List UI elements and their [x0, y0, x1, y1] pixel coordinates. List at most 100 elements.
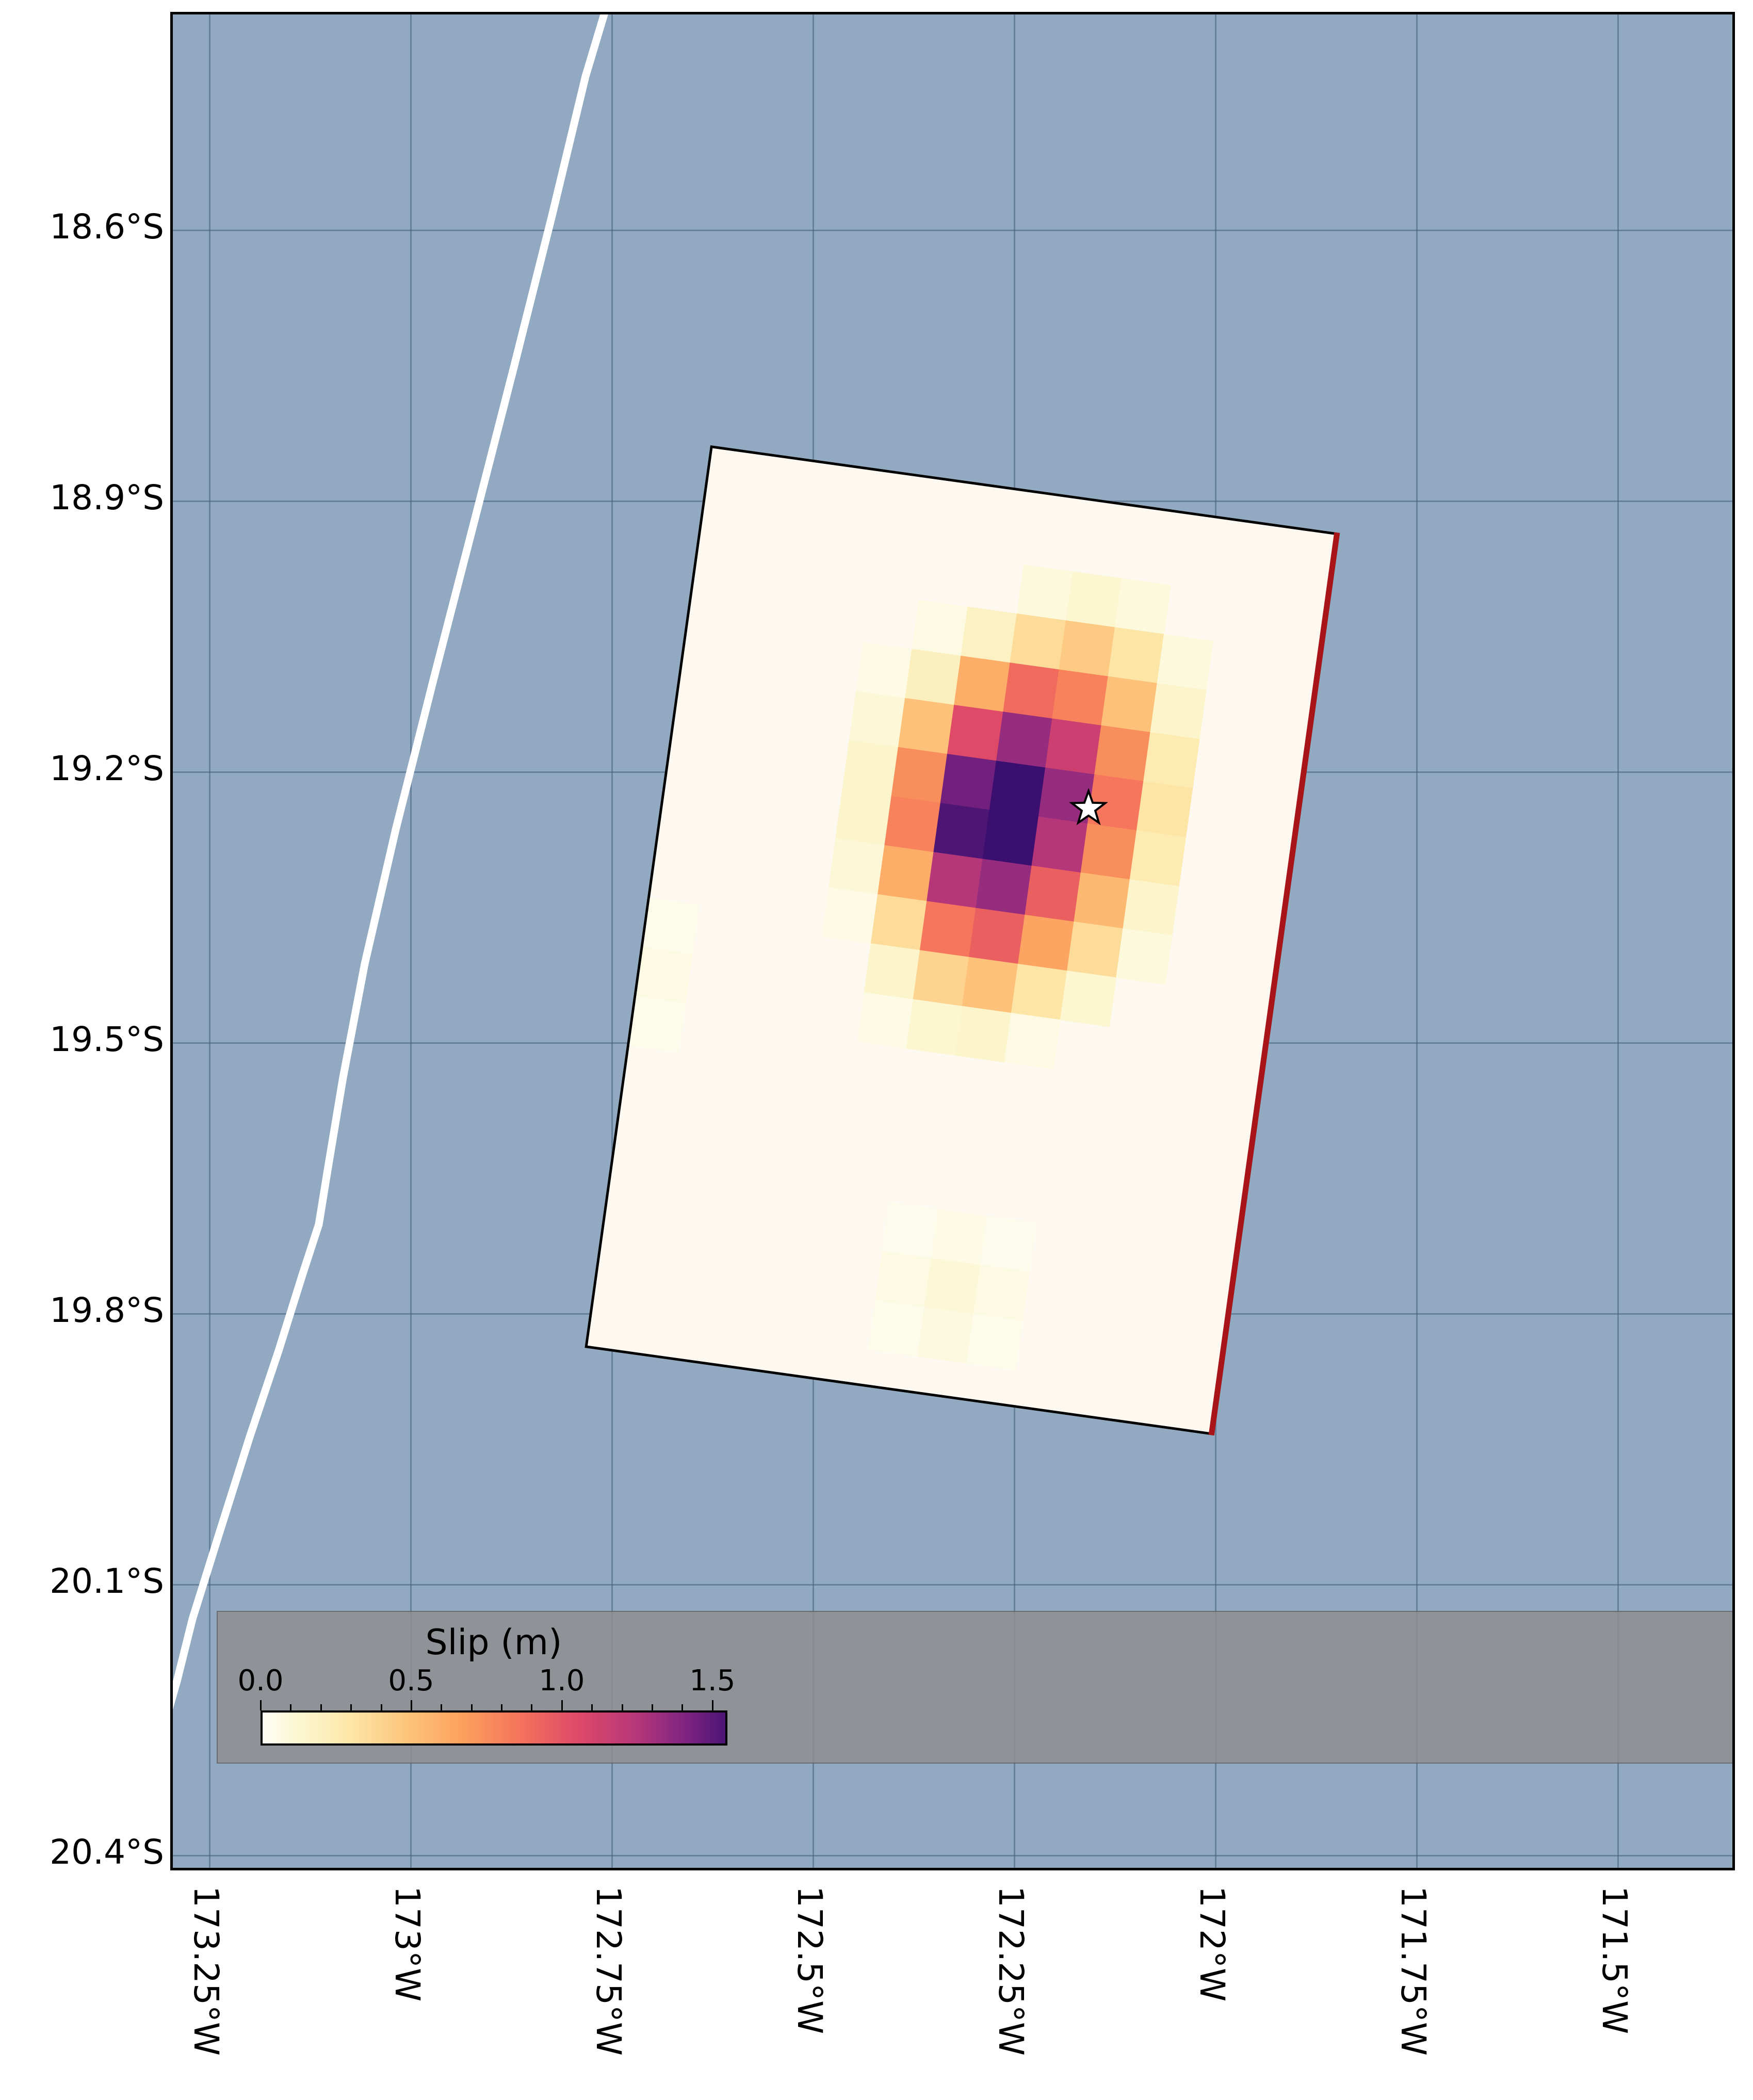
slip-cell	[1045, 718, 1102, 775]
colorbar-tick	[681, 1704, 684, 1710]
y-tick-label: 18.6°S	[50, 207, 164, 247]
fault-plane	[585, 445, 1340, 1436]
colorbar-tick	[591, 1704, 593, 1710]
slip-cell	[996, 712, 1053, 768]
colorbar-tick-label: 1.5	[689, 1664, 736, 1698]
grid-line-horizontal	[173, 230, 1732, 231]
y-tick-label: 19.8°S	[50, 1290, 164, 1330]
grid-line-horizontal	[173, 1855, 1732, 1856]
slip-cell	[1059, 620, 1115, 677]
slip-cell	[1004, 1012, 1061, 1070]
slip-cell	[849, 691, 906, 748]
slip-cell	[924, 1258, 981, 1315]
colorbar-tick	[260, 1700, 262, 1710]
slip-cell	[870, 894, 928, 951]
slip-cell	[966, 1314, 1023, 1370]
slip-cell	[864, 943, 920, 1000]
colorbar-tick	[531, 1704, 533, 1710]
x-tick-label: 172.75°W	[589, 1886, 628, 2056]
slip-cell	[1136, 781, 1193, 838]
slip-cell	[643, 898, 700, 955]
slip-cell	[1101, 676, 1158, 733]
slip-cell	[1067, 922, 1124, 978]
slip-cell	[940, 754, 997, 811]
slip-cell	[828, 838, 885, 895]
slip-cell	[953, 655, 1011, 713]
legend-background-panel	[217, 1611, 1732, 1764]
colorbar	[261, 1710, 727, 1746]
colorbar-tick	[320, 1704, 322, 1710]
colorbar-tick	[652, 1704, 654, 1710]
slip-cell	[629, 996, 686, 1053]
map-plot-area: Slip (m) 0.0 0.5 1.0 1.5	[170, 12, 1735, 1870]
y-tick-label: 19.2°S	[50, 749, 164, 788]
slip-cell	[877, 845, 934, 902]
y-tick-label: 19.5°S	[50, 1020, 164, 1059]
grid-line-vertical	[1617, 14, 1619, 1868]
slip-cell	[875, 1251, 932, 1308]
slip-cell	[906, 999, 963, 1056]
y-tick-label: 20.4°S	[50, 1832, 164, 1872]
colorbar-tick-label: 0.5	[388, 1664, 434, 1698]
colorbar-tick	[711, 1700, 713, 1710]
slip-cell	[1025, 865, 1081, 923]
slip-cell	[1114, 578, 1172, 635]
colorbar-tick	[380, 1704, 382, 1710]
slip-cell	[857, 992, 914, 1049]
slip-cell	[917, 1307, 974, 1364]
slip-cell	[1074, 872, 1130, 929]
slip-cell	[1143, 732, 1200, 789]
slip-cell	[962, 957, 1019, 1014]
slip-cell	[842, 740, 899, 797]
epicenter-star-icon	[1069, 788, 1108, 826]
slip-cell	[1108, 627, 1164, 684]
x-tick-label: 172°W	[1192, 1886, 1232, 2002]
slip-cell	[982, 810, 1039, 866]
slip-cell	[821, 887, 879, 944]
x-tick-label: 173°W	[387, 1886, 427, 2002]
slip-cell	[1116, 928, 1173, 985]
slip-cell	[976, 859, 1032, 915]
updip-edge-line	[1208, 532, 1340, 1436]
slip-cell	[1060, 971, 1117, 1027]
slip-cell	[913, 950, 969, 1007]
slip-cell	[955, 1006, 1012, 1063]
x-tick-label: 171.5°W	[1595, 1886, 1634, 2034]
x-tick-label: 173.25°W	[186, 1886, 226, 2056]
colorbar-tick	[290, 1704, 292, 1710]
y-tick-label: 20.1°S	[50, 1561, 164, 1601]
slip-cell	[980, 1216, 1037, 1272]
colorbar-tick	[561, 1700, 563, 1710]
colorbar-tick	[470, 1704, 473, 1710]
colorbar-tick	[621, 1704, 623, 1710]
colorbar-tick	[350, 1704, 352, 1710]
colorbar-title: Slip (m)	[425, 1622, 562, 1663]
slip-cell	[1003, 663, 1060, 719]
x-tick-label: 172.25°W	[991, 1886, 1031, 2056]
colorbar-tick-label: 1.0	[539, 1664, 585, 1698]
grid-line-vertical	[209, 14, 210, 1868]
slip-cell	[968, 908, 1026, 964]
slip-cell	[1157, 634, 1214, 691]
slip-cell	[989, 761, 1046, 817]
slip-cell	[927, 852, 983, 909]
slip-cell	[1010, 613, 1066, 670]
slip-cell	[919, 901, 977, 958]
grid-line-horizontal	[173, 1584, 1732, 1586]
slip-cell	[904, 649, 962, 706]
slip-cell	[882, 1202, 939, 1259]
slip-cell	[835, 789, 892, 846]
slip-cell	[1129, 830, 1187, 887]
slip-cell	[855, 642, 913, 699]
slip-cell	[973, 1265, 1030, 1321]
slip-cell	[912, 600, 968, 656]
x-tick-label: 172.5°W	[790, 1886, 830, 2034]
slip-cell	[947, 704, 1004, 762]
slip-cell	[868, 1300, 925, 1357]
slip-cell	[1094, 725, 1151, 782]
grid-line-vertical	[410, 14, 412, 1868]
grid-line-vertical	[1416, 14, 1418, 1868]
y-tick-label: 18.9°S	[50, 478, 164, 518]
slip-cell	[1011, 963, 1068, 1021]
slip-cell	[1065, 571, 1123, 628]
